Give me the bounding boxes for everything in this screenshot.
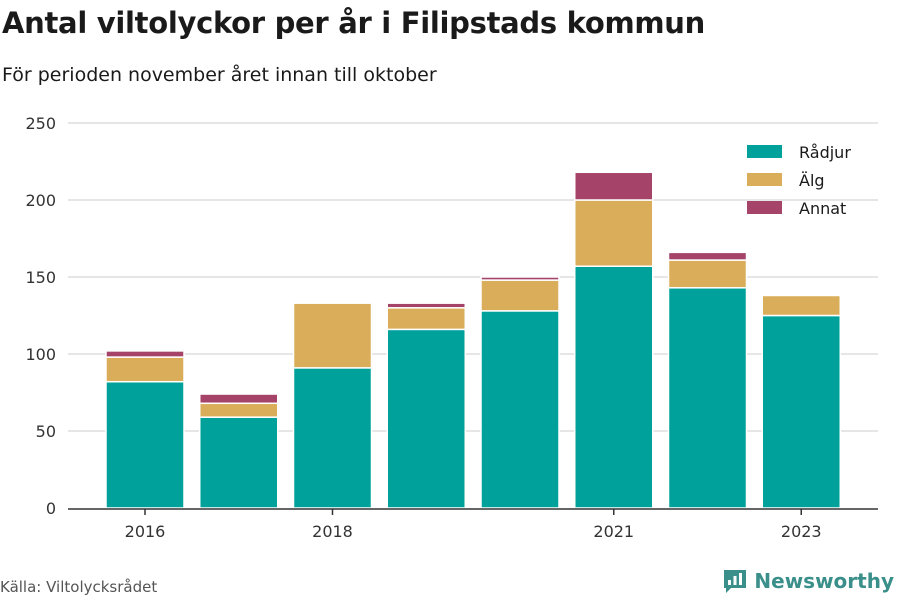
bar-segment-älg	[480, 279, 560, 312]
chart-subtitle: För perioden november året innan till ok…	[2, 64, 437, 86]
legend-label-rådjur: Rådjur	[799, 143, 851, 162]
brand-name: Newsworthy	[754, 569, 894, 593]
bar-segment-annat	[667, 251, 748, 261]
gridlines	[68, 122, 878, 432]
bar-segment-älg	[292, 302, 373, 369]
bar-segment-rådjur	[292, 367, 373, 509]
bar-segment-rådjur	[480, 310, 560, 509]
bar-segment-annat	[105, 350, 185, 358]
legend-label-älg: Älg	[799, 171, 825, 190]
y-tick-label: 200	[25, 191, 56, 210]
y-tick-label: 50	[36, 422, 56, 441]
legend-swatch-annat	[747, 201, 782, 214]
newsworthy-logo-icon	[724, 570, 747, 593]
bar-segment-annat	[480, 276, 560, 281]
bar-segment-älg	[574, 199, 654, 267]
x-tick-label: 2021	[593, 522, 634, 541]
bar-segment-annat	[386, 302, 466, 309]
bar-segment-rådjur	[105, 380, 185, 509]
bar-segment-älg	[199, 402, 279, 418]
bars	[105, 171, 841, 509]
bar-segment-älg	[667, 259, 748, 289]
legend-swatch-älg	[747, 173, 782, 186]
y-tick-label: 100	[25, 345, 56, 364]
bar-segment-rådjur	[199, 416, 279, 509]
bar-segment-rådjur	[386, 328, 466, 509]
bar-segment-älg	[105, 356, 185, 383]
bar-segment-rådjur	[667, 287, 748, 509]
bar-segment-annat	[574, 171, 654, 201]
bar-segment-älg	[761, 294, 841, 317]
x-tick-label: 2016	[125, 522, 166, 541]
legend-swatch-rådjur	[747, 145, 782, 158]
legend: Rådjur Älg Annat	[747, 143, 851, 218]
x-tick-label: 2018	[312, 522, 353, 541]
legend-label-annat: Annat	[799, 199, 846, 218]
newsworthy-brand: Newsworthy	[722, 568, 894, 594]
y-tick-label: 0	[46, 499, 56, 518]
x-tick-label: 2023	[781, 522, 822, 541]
y-axis-ticks: 0 50 100 150 200 250	[25, 114, 56, 518]
x-axis-ticks: 2016 2018 2021 2023	[125, 509, 822, 541]
y-tick-label: 150	[25, 268, 56, 287]
y-tick-label: 250	[25, 114, 56, 133]
source-note: Källa: Viltolycksrådet	[0, 578, 158, 596]
bar-segment-rådjur	[761, 314, 841, 509]
bar-segment-rådjur	[574, 265, 654, 509]
bar-segment-älg	[386, 307, 466, 331]
chart-title: Antal viltolyckor per år i Filipstads ko…	[2, 6, 705, 40]
bar-segment-annat	[199, 393, 279, 405]
